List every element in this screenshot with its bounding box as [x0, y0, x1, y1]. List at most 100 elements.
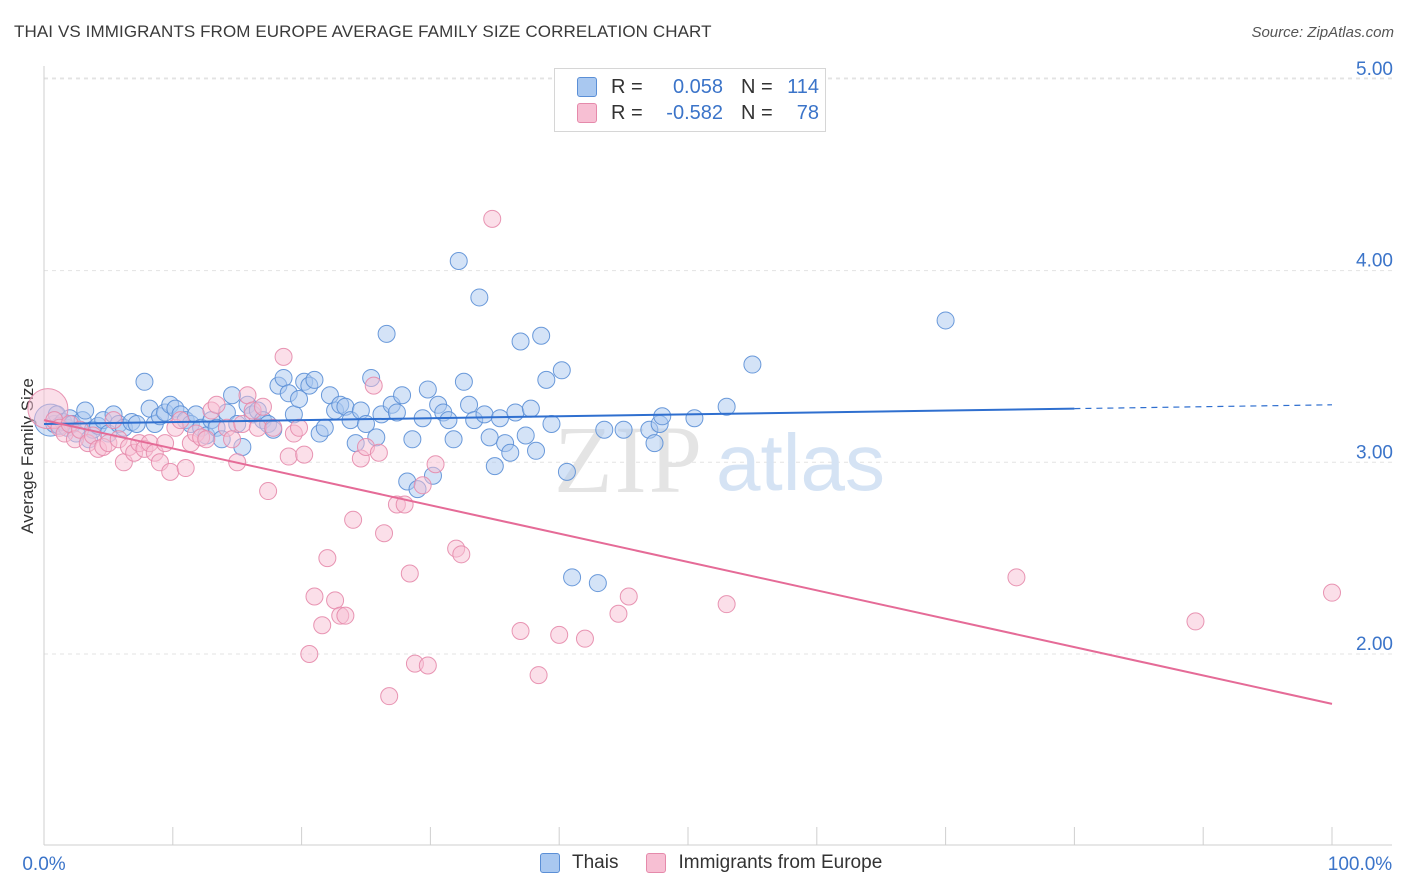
thais-point: [418, 380, 437, 399]
europe-point: [313, 616, 332, 635]
thais-point: [645, 434, 664, 453]
series-label-thais: Thais: [572, 852, 619, 873]
europe-point: [529, 666, 548, 685]
europe-point: [279, 447, 298, 466]
europe-point: [300, 645, 319, 663]
legend-n-value: 78: [796, 101, 819, 124]
x-tick-label-max: 100.0%: [1328, 854, 1393, 875]
europe-point: [326, 591, 345, 610]
europe-point: [259, 482, 278, 501]
watermark-zip: ZIP: [554, 406, 704, 513]
europe-point: [1186, 612, 1205, 631]
thais-point: [274, 368, 293, 387]
thais-point: [685, 409, 704, 428]
chart-title: THAI VS IMMIGRANTS FROM EUROPE AVERAGE F…: [14, 22, 712, 41]
europe-point: [575, 629, 594, 648]
legend-swatch-europe: [577, 103, 597, 123]
legend-r-value: 0.058: [672, 75, 723, 98]
europe-point: [238, 386, 257, 405]
thais-point: [315, 418, 334, 437]
thais-point: [653, 407, 672, 426]
thais-point: [135, 372, 154, 391]
europe-point: [364, 376, 383, 395]
europe-point: [418, 656, 437, 675]
legend-row-europe: R = -0.582 N = 78: [577, 101, 819, 125]
thais-point: [470, 288, 489, 307]
chart-source: Source: ZipAtlas.com: [1251, 24, 1394, 41]
europe-point: [717, 595, 736, 614]
x-tick-label-min: 0.0%: [22, 854, 65, 875]
europe-point: [375, 524, 394, 543]
thais-point: [542, 414, 561, 433]
europe-point: [511, 621, 530, 640]
correlation-legend: R = 0.058 N = 114 R = -0.582 N = 78: [554, 68, 826, 132]
thais-point: [449, 252, 468, 271]
europe-point: [369, 443, 388, 462]
europe-point: [550, 625, 569, 644]
watermark-atlas: atlas: [716, 418, 885, 507]
legend-r-value: -0.582: [666, 101, 723, 124]
y-tick-label: 3.00: [1356, 442, 1393, 463]
europe-point: [609, 604, 628, 623]
legend-r-label: R =: [611, 101, 643, 124]
thais-point: [76, 401, 95, 420]
europe-point: [207, 395, 226, 414]
legend-r-label: R =: [611, 75, 643, 98]
thais-point: [439, 411, 458, 430]
europe-point: [274, 347, 293, 366]
thais-point: [516, 426, 535, 445]
thais-point: [444, 430, 463, 449]
europe-point: [264, 418, 283, 437]
thais-point: [588, 574, 607, 593]
europe-point: [426, 455, 445, 474]
thais-point: [532, 326, 551, 345]
thais-point: [454, 372, 473, 391]
europe-point: [619, 587, 638, 606]
europe-point: [413, 476, 432, 495]
thais-point: [127, 414, 146, 433]
thais-point: [506, 403, 525, 422]
thais-point: [223, 386, 242, 405]
thais-point: [305, 370, 324, 389]
europe-point: [1323, 583, 1341, 602]
y-tick-label: 5.00: [1356, 59, 1393, 80]
thais-point: [485, 457, 504, 476]
thais-point: [501, 443, 520, 462]
europe-point: [253, 397, 272, 416]
europe-point: [290, 418, 309, 437]
europe-point: [344, 510, 363, 529]
thais-point: [480, 428, 499, 447]
series-legend-europe: Immigrants from Europe: [646, 852, 882, 874]
thais-point: [614, 420, 633, 439]
europe-point: [295, 445, 314, 464]
europe-point: [483, 209, 502, 228]
thais-point: [563, 568, 582, 587]
legend-n-value: 114: [787, 75, 819, 98]
europe-point: [1007, 568, 1026, 587]
europe-point: [223, 430, 242, 449]
series-swatch-thais: [540, 853, 560, 873]
thais-point: [527, 441, 546, 460]
thais-point: [460, 395, 479, 414]
thais-point: [537, 370, 556, 389]
thais-trend-extension: [1074, 404, 1333, 410]
legend-swatch-thais: [577, 77, 597, 97]
series-legend: Thais Immigrants from Europe: [540, 852, 910, 874]
europe-point: [318, 549, 337, 568]
thais-point: [511, 332, 530, 351]
thais-point: [936, 311, 955, 330]
legend-row-thais: R = 0.058 N = 114: [577, 75, 819, 99]
thais-point: [743, 355, 762, 374]
europe-point: [400, 564, 419, 583]
thais-point: [387, 403, 406, 422]
europe-point: [452, 545, 471, 564]
thais-point: [552, 361, 571, 380]
europe-point: [197, 430, 216, 449]
europe-trend-line: [43, 419, 1333, 705]
europe-point: [104, 411, 123, 430]
thais-trend-line: [43, 407, 1075, 425]
thais-point: [475, 405, 494, 424]
thais-point: [290, 390, 309, 409]
europe-point: [336, 606, 355, 625]
